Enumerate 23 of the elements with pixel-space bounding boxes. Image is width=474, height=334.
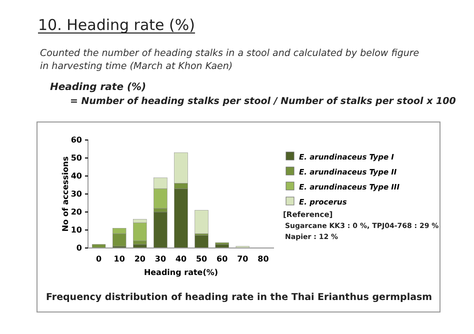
text: = Number of heading stalks per stool / Number of stalks per stool x 100 xyxy=(70,96,456,107)
x-tick-label: 20 xyxy=(134,254,146,264)
x-tick-label: 40 xyxy=(175,254,187,264)
y-tick-label: 0 xyxy=(76,244,82,253)
x-tick-label: 10 xyxy=(114,254,126,264)
text: Frequency distribution of heading rate in the Thai Erianthus germplasm xyxy=(46,292,432,303)
y-tick-label: 40 xyxy=(70,172,82,181)
x-tick-label: 80 xyxy=(258,254,270,264)
x-axis-title: Heading rate(%) xyxy=(144,268,218,277)
x-tick-label: 30 xyxy=(154,254,166,264)
y-tick-label: 60 xyxy=(70,136,82,145)
y-tick-label: 10 xyxy=(70,226,82,235)
y-axis-title: No of accessions xyxy=(61,156,70,232)
x-tick-label: 70 xyxy=(237,254,249,264)
text: Heading rate (%) xyxy=(50,82,146,93)
x-tick-label: 0 xyxy=(96,254,102,264)
x-tick-label: 50 xyxy=(196,254,208,264)
y-tick-label: 50 xyxy=(70,154,82,163)
chart-subtitle: Counted the number of heading stalks in a stool and calculated by below figure in harvesting time (March at Khon Kaen) xyxy=(40,48,420,72)
chart-title: 10. Heading rate (%) xyxy=(38,16,196,34)
y-tick-label: 30 xyxy=(70,190,82,199)
y-tick-label: 20 xyxy=(70,208,82,217)
x-tick-label: 60 xyxy=(216,254,228,264)
